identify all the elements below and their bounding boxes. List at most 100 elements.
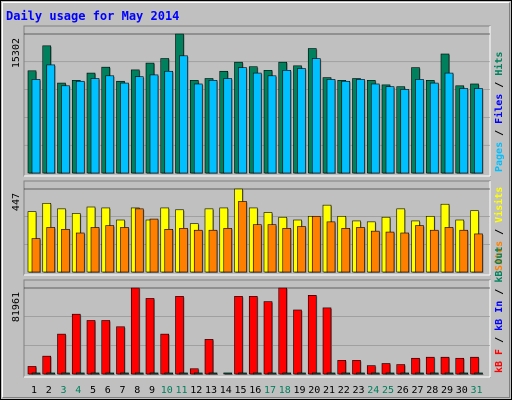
bar-shadow	[195, 373, 204, 375]
bar-shadow	[446, 373, 454, 375]
bar-kb-f-day-30	[455, 357, 465, 375]
x-tick-label-day-24: 24	[367, 385, 379, 396]
bar-kb-f-day-23	[352, 360, 361, 375]
bar-files-day-28	[429, 82, 439, 174]
x-tick-label-day-7: 7	[119, 385, 125, 396]
bar-kb-f-day-25	[381, 363, 391, 375]
bar-shadow	[106, 373, 115, 375]
bar-kb-out-day-13	[208, 372, 218, 375]
bar-shadow	[77, 373, 86, 375]
bar-shadow	[342, 373, 351, 375]
bar-sites-day-7	[120, 227, 129, 273]
x-tick-label-day-3: 3	[60, 385, 66, 396]
bar-shadow	[372, 373, 381, 375]
bar-files-day-13	[208, 80, 218, 174]
bar-files-day-1	[31, 79, 41, 174]
panel-legend: Pages / Files / Hits	[493, 52, 505, 172]
legend-entry: kB In	[494, 301, 505, 331]
x-tick-label-day-15: 15	[234, 385, 246, 396]
series-kb-f	[27, 287, 480, 375]
bar-kb-f-day-13	[204, 339, 214, 375]
panel-max-label: 447	[11, 193, 22, 211]
x-tick-label-day-8: 8	[134, 385, 140, 396]
bar-shadow	[475, 373, 484, 375]
bar-sites-day-1	[31, 238, 41, 273]
bar-shadow	[431, 373, 440, 375]
bar-files-day-15	[238, 67, 247, 174]
bar-kb-f-day-4	[71, 313, 81, 375]
bar-kb-out-day-6	[105, 372, 115, 375]
bar-files-day-12	[193, 83, 203, 174]
bar-files-day-10	[164, 70, 174, 174]
bar-kb-out-day-12	[193, 372, 203, 375]
legend-entry: kB F	[494, 349, 505, 373]
bar-shadow	[387, 373, 395, 375]
bar-shadow	[401, 373, 410, 375]
panel-max-label: 15302	[11, 38, 22, 68]
x-tick-label-day-29: 29	[441, 385, 453, 396]
bar-sites-day-9	[149, 218, 159, 273]
bar-sites-day-6	[105, 225, 115, 273]
bar-files-day-25	[385, 86, 395, 174]
x-tick-label-day-13: 13	[205, 385, 217, 396]
legend-entry: /	[494, 283, 505, 301]
bar-files-day-19	[297, 68, 306, 174]
series-files	[31, 55, 484, 174]
bar-kb-f-day-19	[293, 309, 302, 375]
bar-kb-out-day-8	[134, 372, 144, 375]
bar-shadow	[33, 373, 41, 375]
bar-sites-day-24	[370, 230, 380, 273]
panel-visits_sites: 447 Sites / Visits	[11, 180, 505, 276]
bar-kb-f-day-6	[101, 320, 111, 375]
bar-shadow	[283, 373, 292, 375]
bar-kb-out-day-27	[415, 372, 424, 375]
x-tick-label-day-17: 17	[264, 385, 276, 396]
legend-entry: /	[494, 76, 505, 94]
bar-sites-day-16	[252, 224, 262, 273]
x-tick-label-day-19: 19	[293, 385, 305, 396]
legend-entry: Files	[493, 94, 505, 124]
bar-files-day-22	[341, 80, 351, 174]
bar-kb-out-day-11	[179, 372, 188, 375]
bar-kb-out-day-4	[75, 372, 85, 375]
bar-kb-f-day-11	[175, 296, 184, 375]
bar-kb-f-day-26	[396, 364, 406, 375]
bar-files-day-18	[282, 70, 292, 174]
x-tick-label-day-1: 1	[31, 385, 37, 396]
bar-shadow	[328, 373, 336, 375]
x-tick-label-day-14: 14	[220, 385, 232, 396]
bar-sites-day-29	[444, 227, 454, 273]
x-tick-label-day-11: 11	[175, 385, 187, 396]
x-tick-label-day-5: 5	[90, 385, 96, 396]
bar-sites-day-19	[297, 226, 306, 273]
x-tick-label-day-18: 18	[279, 385, 291, 396]
bar-files-day-6	[105, 75, 115, 174]
bar-sites-day-10	[164, 228, 174, 273]
x-tick-label-day-16: 16	[249, 385, 261, 396]
bar-sites-day-14	[223, 228, 233, 273]
chart-panels: 15302 Pages / Files / Hits 447 Sites / Visi…	[11, 25, 505, 378]
bar-files-day-24	[370, 83, 380, 174]
bar-sites-day-11	[179, 228, 188, 273]
bar-shadow	[313, 373, 322, 375]
bar-kb-f-day-18	[278, 287, 288, 375]
bar-kb-f-day-22	[337, 360, 347, 375]
bar-shadow	[460, 373, 469, 375]
bar-sites-day-4	[75, 232, 85, 273]
series-sites	[31, 201, 484, 273]
legend-entry: Hits	[493, 52, 505, 76]
bar-shadow	[224, 373, 233, 375]
bar-sites-day-18	[282, 228, 292, 273]
bar-kb-f-day-7	[116, 326, 125, 375]
panel-legend: kB F / kB In / kB Out	[494, 247, 505, 373]
bar-sites-day-20	[311, 215, 321, 273]
bar-shadow	[269, 373, 277, 375]
bar-kb-out-day-25	[385, 372, 395, 375]
bar-files-day-26	[400, 89, 410, 174]
x-tick-label-day-26: 26	[397, 385, 409, 396]
bar-sites-day-21	[326, 221, 336, 273]
x-tick-label-day-30: 30	[456, 385, 468, 396]
bar-kb-f-day-3	[57, 333, 66, 375]
bar-kb-out-day-18	[282, 372, 292, 375]
bar-kb-out-day-20	[311, 372, 321, 375]
